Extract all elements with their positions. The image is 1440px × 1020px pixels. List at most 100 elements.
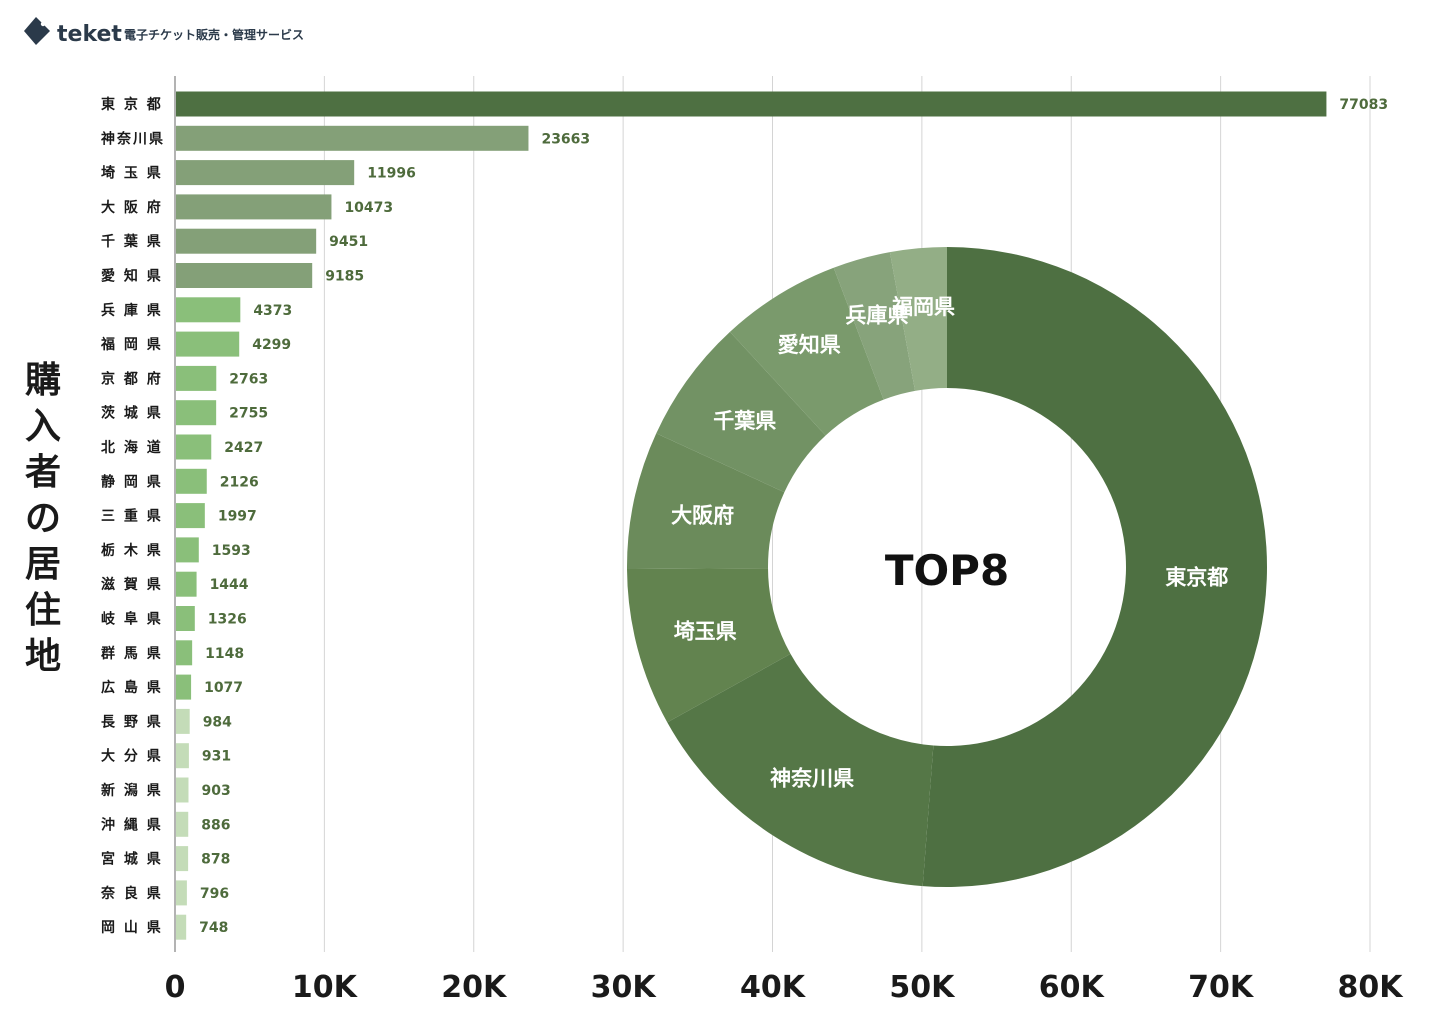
bar	[176, 640, 193, 666]
value-label: 9185	[325, 269, 364, 285]
value-label: 77083	[1339, 97, 1388, 113]
category-label: 埼 玉 県	[101, 165, 163, 182]
donut-slice	[667, 653, 934, 887]
category-label: 大 分 県	[101, 748, 163, 765]
value-label: 2126	[220, 474, 259, 490]
x-tick-labels: 0 10K 20K 30K 40K 50K 60K 70K 80K	[165, 970, 1405, 1005]
bar	[176, 468, 207, 494]
category-label: 群 馬 県	[100, 645, 163, 662]
donut-chart	[627, 247, 1268, 888]
category-label: 神奈川県	[101, 130, 165, 147]
bar	[176, 914, 187, 940]
category-label: 広 島 県	[101, 679, 163, 696]
y-axis-label-char: 購	[25, 360, 61, 401]
category-label: 新 潟 県	[101, 782, 163, 799]
value-label: 903	[201, 783, 230, 799]
donut-slice	[627, 568, 791, 723]
bar	[176, 331, 240, 357]
category-label: 兵 庫 県	[101, 302, 163, 319]
category-label: 茨 城 県	[101, 405, 163, 422]
donut-slice	[656, 331, 826, 493]
bar	[176, 811, 189, 837]
category-label: 福 岡 県	[100, 336, 163, 353]
bar	[176, 194, 332, 220]
category-label: 静 岡 県	[101, 473, 163, 490]
category-label: 沖 縄 県	[101, 816, 163, 833]
donut-slice	[833, 252, 916, 400]
value-label: 1593	[212, 543, 251, 559]
donut-slice-label: 千葉県	[713, 409, 776, 433]
donut-slice-label: 大阪府	[671, 503, 734, 527]
x-tick-label: 60K	[1039, 970, 1106, 1005]
donut-slice	[922, 247, 1268, 888]
bar	[176, 777, 189, 803]
donut-slice-label: 兵庫県	[845, 304, 908, 328]
bar	[176, 365, 217, 391]
value-label: 984	[203, 714, 232, 730]
bar	[176, 434, 212, 460]
category-label: 滋 賀 県	[101, 576, 163, 593]
category-label: 大 阪 府	[101, 199, 163, 216]
bar	[176, 297, 241, 323]
x-tick-label: 40K	[740, 970, 807, 1005]
x-tick-label: 80K	[1338, 970, 1405, 1005]
category-label: 長 野 県	[101, 714, 163, 730]
donut-slice	[729, 267, 884, 436]
category-label: 三 重 県	[101, 508, 163, 525]
donut-slice	[627, 433, 785, 570]
bar	[176, 537, 199, 563]
value-label: 10473	[344, 200, 393, 216]
value-label: 886	[201, 817, 230, 833]
donut-slice-label: 東京都	[1165, 566, 1228, 590]
value-label: 1148	[205, 646, 244, 662]
value-label: 2427	[224, 440, 263, 456]
brand-tagline: 電子チケット販売・管理サービス	[124, 27, 304, 42]
bar	[176, 880, 187, 906]
bar	[176, 160, 355, 186]
value-labels: 77083 23663 11996 10473 9451 9185 4373 4299 2763…	[199, 97, 1388, 936]
value-label: 2755	[229, 406, 268, 422]
bar	[176, 263, 313, 288]
donut-slice-label: 神奈川県	[770, 766, 854, 790]
brand-logo: teket 電子チケット販売・管理サービス	[24, 17, 304, 47]
value-label: 1997	[218, 509, 257, 525]
value-label: 4373	[253, 303, 292, 319]
bar	[176, 91, 1327, 117]
y-axis-label-char: 入	[25, 406, 61, 447]
y-axis-label-char: 住	[25, 590, 61, 631]
x-tick-label: 30K	[591, 970, 658, 1005]
bar	[176, 743, 189, 769]
bar-series	[176, 91, 1327, 940]
value-label: 4299	[252, 337, 291, 353]
ticket-icon	[24, 17, 50, 45]
donut-center-label: TOP8	[885, 546, 1009, 595]
bar	[176, 846, 189, 872]
category-label: 宮 城 県	[101, 851, 163, 868]
brand-name: teket	[57, 22, 122, 47]
category-label: 京 都 府	[101, 370, 163, 387]
bar	[176, 228, 317, 254]
value-label: 1326	[208, 612, 247, 628]
donut-slice-label: 福岡県	[891, 295, 955, 319]
category-label: 奈 良 県	[100, 885, 163, 902]
x-tick-label: 0	[165, 970, 186, 1005]
y-axis-label-char: 居	[25, 544, 61, 585]
category-label: 栃 木 県	[101, 542, 163, 559]
value-label: 23663	[541, 131, 590, 147]
category-label: 愛 知 県	[101, 268, 163, 285]
category-label: 岡 山 県	[101, 920, 163, 936]
x-tick-label: 20K	[441, 970, 508, 1005]
donut-slice-label: 愛知県	[778, 333, 841, 357]
bar	[176, 400, 217, 426]
x-tick-label: 10K	[292, 970, 359, 1005]
category-label: 岐 阜 県	[101, 611, 163, 628]
bar	[176, 674, 192, 700]
donut-slice	[889, 247, 947, 391]
category-label: 東 京 都	[101, 96, 163, 113]
bar	[176, 503, 205, 529]
category-label: 北 海 道	[101, 439, 163, 456]
x-tick-label: 50K	[889, 970, 956, 1005]
